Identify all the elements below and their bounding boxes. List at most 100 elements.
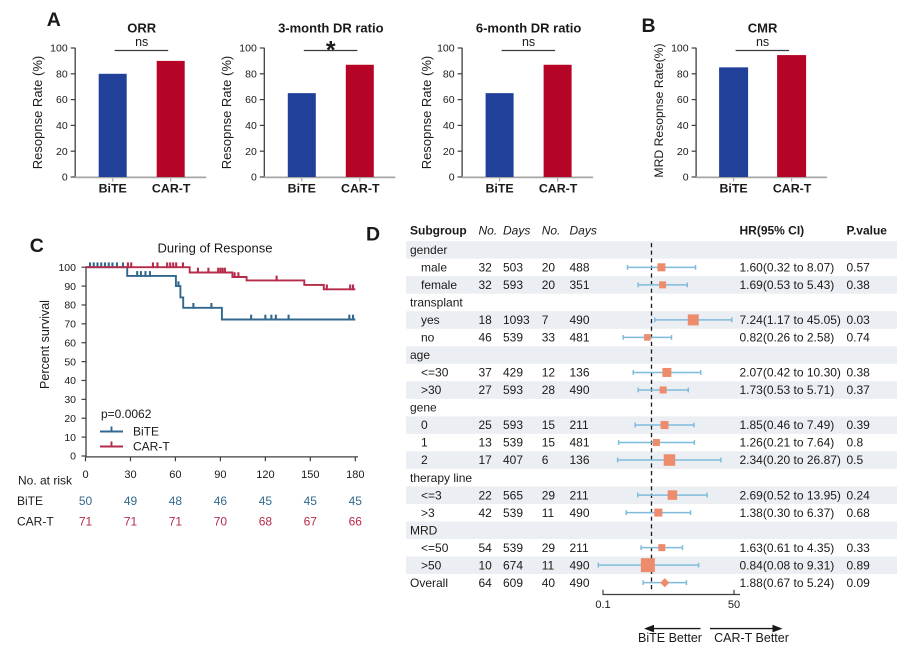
svg-text:136: 136 <box>570 453 590 467</box>
svg-text:20: 20 <box>443 146 455 158</box>
svg-text:1.60(0.32 to 8.07): 1.60(0.32 to 8.07) <box>740 261 835 275</box>
svg-text:transplant: transplant <box>410 296 463 310</box>
svg-text:46: 46 <box>479 331 493 345</box>
svg-text:13: 13 <box>479 436 493 450</box>
svg-text:2: 2 <box>421 453 428 467</box>
svg-text:30: 30 <box>64 394 76 406</box>
svg-text:7.24(1.17 to 45.05): 7.24(1.17 to 45.05) <box>740 313 841 327</box>
svg-text:0: 0 <box>251 172 257 184</box>
svg-text:32: 32 <box>479 278 493 292</box>
svg-text:CAR-T: CAR-T <box>773 181 812 195</box>
svg-text:80: 80 <box>245 68 257 80</box>
svg-text:40: 40 <box>677 120 689 132</box>
svg-text:45: 45 <box>304 494 318 508</box>
svg-text:22: 22 <box>479 488 493 502</box>
svg-text:Days: Days <box>570 224 597 238</box>
svg-text:<=3: <=3 <box>421 488 442 502</box>
svg-text:1.85(0.46 to 7.49): 1.85(0.46 to 7.49) <box>740 418 835 432</box>
svg-text:46: 46 <box>214 494 228 508</box>
svg-text:>30: >30 <box>421 383 442 397</box>
svg-text:40: 40 <box>542 576 556 590</box>
svg-text:0: 0 <box>62 172 68 184</box>
svg-text:0.09: 0.09 <box>847 576 871 590</box>
svg-text:CAR-T Better: CAR-T Better <box>714 631 789 645</box>
svg-text:CAR-T: CAR-T <box>152 181 191 195</box>
svg-text:0.37: 0.37 <box>847 383 871 397</box>
svg-text:0: 0 <box>421 418 428 432</box>
svg-text:CAR-T: CAR-T <box>133 440 170 454</box>
svg-text:0: 0 <box>70 451 76 463</box>
svg-text:429: 429 <box>503 366 523 380</box>
svg-text:37: 37 <box>479 366 493 380</box>
svg-text:Resopnse Rate (%): Resopnse Rate (%) <box>419 56 434 169</box>
svg-text:0.8: 0.8 <box>847 436 864 450</box>
svg-text:64: 64 <box>479 576 493 590</box>
svg-text:MRD: MRD <box>410 523 438 537</box>
svg-text:0: 0 <box>82 469 88 481</box>
svg-text:11: 11 <box>542 506 555 520</box>
svg-text:BiTE: BiTE <box>17 494 43 508</box>
svg-text:80: 80 <box>443 68 455 80</box>
svg-text:40: 40 <box>443 120 455 132</box>
svg-text:A: A <box>47 9 61 31</box>
svg-text:150: 150 <box>301 469 319 481</box>
svg-text:490: 490 <box>570 506 590 520</box>
svg-text:0.38: 0.38 <box>847 366 871 380</box>
svg-text:age: age <box>410 348 430 362</box>
svg-text:Resopnse Rate (%): Resopnse Rate (%) <box>30 56 45 169</box>
svg-text:211: 211 <box>570 488 589 502</box>
svg-text:539: 539 <box>503 436 523 450</box>
svg-text:6: 6 <box>542 453 549 467</box>
svg-text:0.39: 0.39 <box>847 418 871 432</box>
svg-text:ns: ns <box>522 35 535 49</box>
svg-text:0.84(0.08 to 9.31): 0.84(0.08 to 9.31) <box>740 558 835 572</box>
svg-text:10: 10 <box>64 432 76 444</box>
svg-text:593: 593 <box>503 278 523 292</box>
svg-text:Overall: Overall <box>410 576 448 590</box>
svg-text:609: 609 <box>503 576 523 590</box>
svg-text:60: 60 <box>443 94 455 106</box>
svg-text:MRD Resopnse Rate(%): MRD Resopnse Rate(%) <box>652 43 666 177</box>
svg-text:0.1: 0.1 <box>595 599 610 611</box>
svg-text:120: 120 <box>256 469 274 481</box>
svg-text:80: 80 <box>56 68 68 80</box>
svg-text:1.73(0.53 to 5.71): 1.73(0.53 to 5.71) <box>740 383 835 397</box>
svg-text:ORR: ORR <box>127 21 157 36</box>
svg-text:30: 30 <box>124 469 136 481</box>
svg-text:20: 20 <box>245 146 257 158</box>
svg-text:BiTE: BiTE <box>719 181 747 195</box>
svg-text:ns: ns <box>135 35 148 49</box>
svg-text:136: 136 <box>570 366 590 380</box>
svg-text:0.82(0.26 to 2.58): 0.82(0.26 to 2.58) <box>740 331 835 345</box>
svg-text:488: 488 <box>570 261 590 275</box>
svg-text:481: 481 <box>570 331 590 345</box>
svg-text:0.68: 0.68 <box>847 506 871 520</box>
svg-text:No.: No. <box>542 224 561 238</box>
svg-text:45: 45 <box>349 494 363 508</box>
svg-text:17: 17 <box>479 453 493 467</box>
svg-text:1.38(0.30 to 6.37): 1.38(0.30 to 6.37) <box>740 506 835 520</box>
svg-text:11: 11 <box>542 558 555 572</box>
svg-text:28: 28 <box>542 383 556 397</box>
svg-text:20: 20 <box>56 146 68 158</box>
svg-text:70: 70 <box>214 515 228 529</box>
svg-text:15: 15 <box>542 436 556 450</box>
svg-text:2.69(0.52 to 13.95): 2.69(0.52 to 13.95) <box>740 488 841 502</box>
svg-text:565: 565 <box>503 488 523 502</box>
svg-text:70: 70 <box>64 319 76 331</box>
svg-text:10: 10 <box>479 558 493 572</box>
svg-text:male: male <box>421 261 447 275</box>
svg-text:yes: yes <box>421 313 440 327</box>
svg-text:P.value: P.value <box>847 224 888 238</box>
svg-text:p=0.0062: p=0.0062 <box>101 407 152 421</box>
svg-text:25: 25 <box>479 418 493 432</box>
svg-text:490: 490 <box>570 576 590 590</box>
svg-text:0.5: 0.5 <box>847 453 864 467</box>
svg-text:60: 60 <box>64 337 76 349</box>
svg-text:C: C <box>30 235 44 257</box>
svg-text:32: 32 <box>479 261 493 275</box>
svg-text:48: 48 <box>169 494 183 508</box>
svg-text:<=30: <=30 <box>421 366 449 380</box>
svg-text:60: 60 <box>169 469 181 481</box>
svg-text:0.03: 0.03 <box>847 313 871 327</box>
